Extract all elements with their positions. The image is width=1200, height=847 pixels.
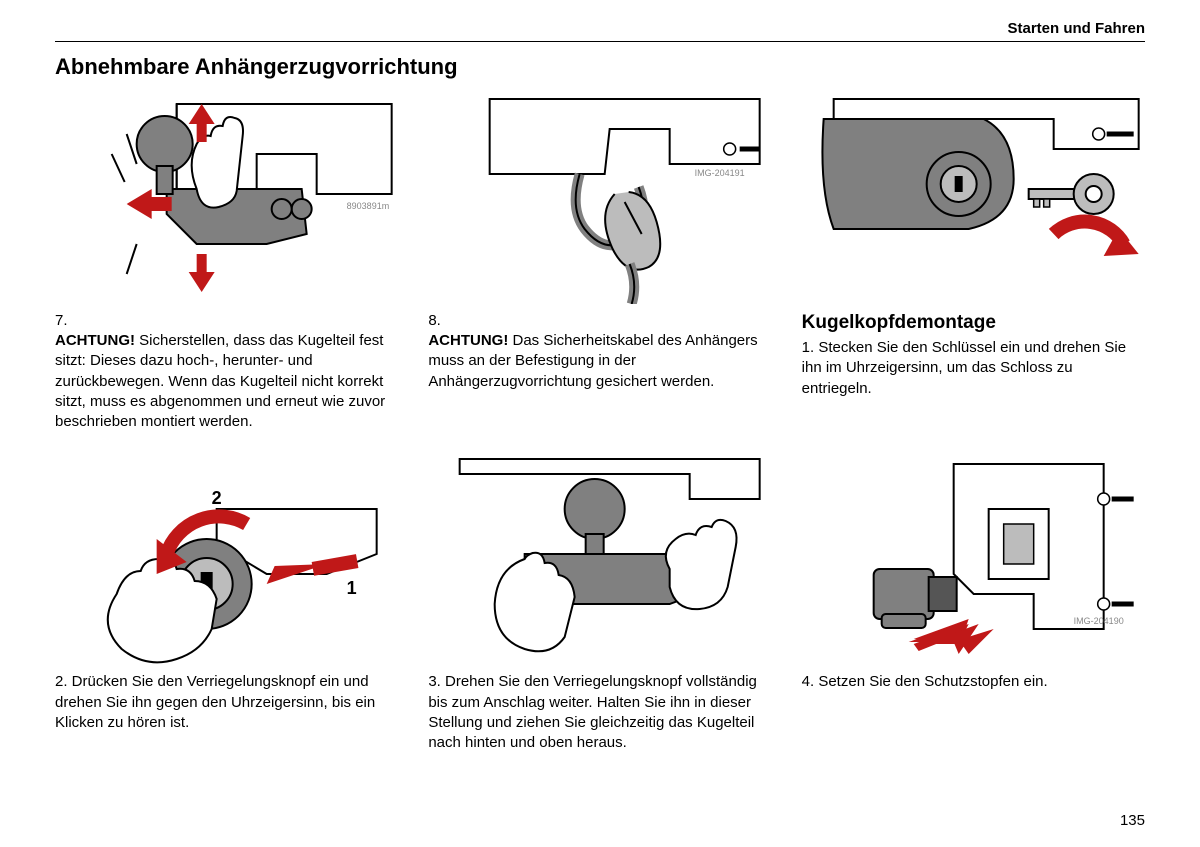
step-7-number: 7.: [55, 312, 398, 329]
disassembly-step-4-figure: IMG-204190: [802, 454, 1145, 664]
disassembly-step-4-cell: IMG-204190 4. Setzen Sie den Schutzstopf…: [802, 454, 1145, 753]
annotation-1: 1: [347, 578, 357, 598]
page-title: Abnehmbare Anhängerzugvorrichtung: [55, 54, 1145, 80]
image-id-label: IMG-204190: [1073, 616, 1123, 626]
disassembly-step-2-cell: 1 2 2. Drücken Sie den Verriegelungsknop…: [55, 454, 398, 753]
disassembly-step-2-text: 2. Drücken Sie den Verriegelungsknopf ei…: [55, 672, 398, 733]
disassembly-step-4-text: 4. Setzen Sie den Schutzstopfen ein.: [802, 672, 1145, 692]
instruction-grid: 8903891m 7. ACHTUNG! Sicherstellen, dass…: [55, 94, 1145, 753]
step-7-text: ACHTUNG! Sicherstellen, dass das Kugelte…: [55, 331, 398, 432]
step-7-cell: 8903891m 7. ACHTUNG! Sicherstellen, dass…: [55, 94, 398, 432]
step-7-figure: 8903891m: [55, 94, 398, 304]
disassembly-title: Kugelkopfdemontage: [802, 312, 1145, 334]
disassembly-step-3-cell: 3. Drehen Sie den Verriegelungsknopf vol…: [428, 454, 771, 753]
disassembly-step-1-cell: Kugelkopfdemontage 1. Stecken Sie den Sc…: [802, 94, 1145, 432]
disassembly-step-3-text: 3. Drehen Sie den Verriegelungsknopf vol…: [428, 672, 771, 753]
step-8-figure: IMG-204191: [428, 94, 771, 304]
image-id-label: IMG-204191: [695, 168, 745, 178]
achtung-label: ACHTUNG!: [428, 332, 508, 349]
page-number: 135: [1120, 812, 1145, 829]
disassembly-step-1-figure: [802, 94, 1145, 304]
step-8-text: ACHTUNG! Das Sicherheitskabel des Anhäng…: [428, 331, 771, 392]
image-id-label: 8903891m: [347, 201, 390, 211]
step-8-cell: IMG-204191 8. ACHTUNG! Das Sicherheitska…: [428, 94, 771, 432]
section-header: Starten und Fahren: [55, 20, 1145, 42]
annotation-2: 2: [212, 488, 222, 508]
disassembly-step-1-text: 1. Stecken Sie den Schlüssel ein und dre…: [802, 338, 1145, 399]
disassembly-step-2-figure: 1 2: [55, 454, 398, 664]
disassembly-step-3-figure: [428, 454, 771, 664]
achtung-label: ACHTUNG!: [55, 332, 135, 349]
step-8-number: 8.: [428, 312, 771, 329]
